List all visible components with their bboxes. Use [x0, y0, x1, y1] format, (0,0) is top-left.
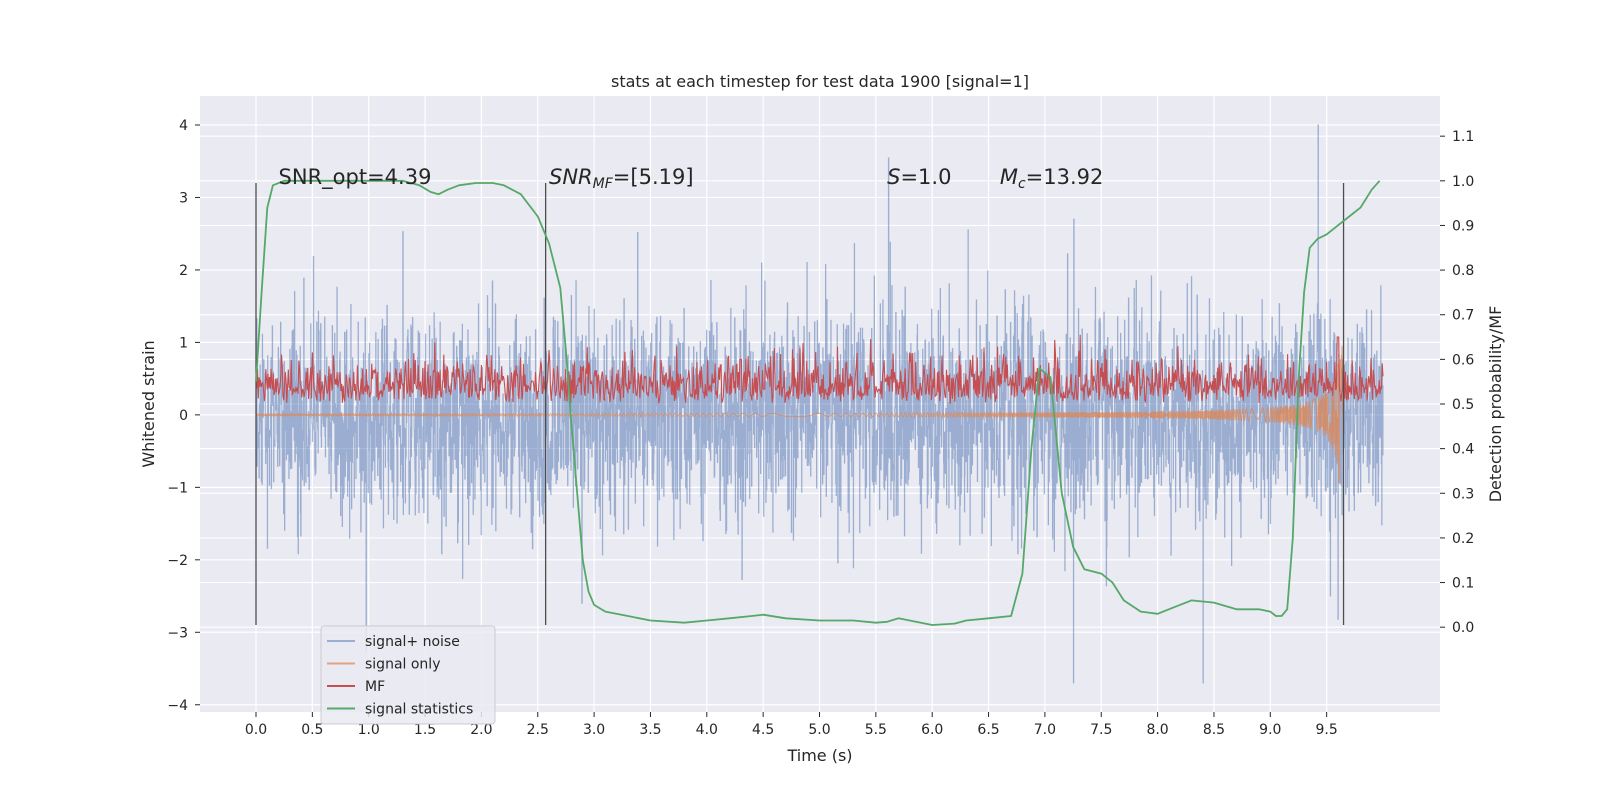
axes: 0.0 0.5 1.0 1.5 2.0 2.5 3.0 3.5 4.0 4.5 5.0 5.5 6.0 6… — [167, 118, 1474, 738]
legend: signal+ noise signal only MF signal statist… — [320, 625, 496, 725]
y-tick-label: −2 — [167, 553, 188, 569]
x-axis-label: Time (s) — [786, 746, 852, 765]
x-tick-label: 0.5 — [301, 722, 323, 738]
x-tick-label: 7.0 — [1034, 722, 1056, 738]
y-tick-label: 1 — [179, 335, 188, 351]
x-tick-label: 4.5 — [752, 722, 774, 738]
y2-tick-label: 0.3 — [1452, 486, 1474, 502]
x-tick-label: 1.0 — [358, 722, 380, 738]
y-axis-label: Whitened strain — [139, 340, 158, 467]
legend-box — [320, 625, 496, 725]
x-tick-label: 5.5 — [865, 722, 887, 738]
x-tick-label: 1.5 — [414, 722, 436, 738]
x-tick-label: 2.5 — [527, 722, 549, 738]
y2-axis-label: Detection probability/MF — [1486, 306, 1505, 503]
x-tick-label: 8.0 — [1146, 722, 1168, 738]
plot-area — [255, 124, 1384, 684]
y-tick-label: 3 — [179, 190, 188, 206]
y2-tick-label: 0.4 — [1452, 442, 1474, 458]
x-tick-label: 9.0 — [1259, 722, 1281, 738]
annotation: Mc=13.92 — [1000, 165, 1104, 192]
y2-tick-label: 0.2 — [1452, 531, 1474, 547]
y2-tick-label: 0.6 — [1452, 352, 1474, 368]
x-tick-label: 8.5 — [1203, 722, 1225, 738]
annotation: S=1.0 — [887, 165, 951, 189]
y-tick-label: 2 — [179, 263, 188, 279]
legend-label: signal statistics — [365, 702, 473, 718]
annotation: SNRMF=[5.19] — [549, 165, 694, 192]
y2-tick-label: 0.8 — [1452, 263, 1474, 279]
x-tick-label: 2.0 — [470, 722, 492, 738]
annotations: SNR_opt=4.39 SNRMF=[5.19] S=1.0 Mc=13.92 — [279, 165, 1104, 192]
y2-tick-label: 0.5 — [1452, 397, 1474, 413]
y2-tick-label: 0.1 — [1452, 576, 1474, 592]
x-tick-label: 4.0 — [696, 722, 718, 738]
x-tick-label: 7.5 — [1090, 722, 1112, 738]
y-tick-label: −3 — [167, 625, 188, 641]
x-tick-label: 3.0 — [583, 722, 605, 738]
y-tick-label: 0 — [179, 408, 188, 424]
y2-tick-label: 1.1 — [1452, 129, 1474, 145]
x-tick-label: 3.5 — [639, 722, 661, 738]
series-mf — [255, 334, 1384, 404]
x-tick-label: 6.5 — [977, 722, 999, 738]
y2-tick-label: 1.0 — [1452, 174, 1474, 190]
x-tick-label: 5.0 — [808, 722, 830, 738]
y2-tick-label: 0.7 — [1452, 308, 1474, 324]
y-tick-label: −1 — [167, 480, 188, 496]
legend-label: signal only — [365, 657, 440, 673]
x-tick-label: 9.5 — [1316, 722, 1338, 738]
series-signal-noise — [255, 124, 1384, 684]
annotation: SNR_opt=4.39 — [279, 165, 432, 190]
legend-label: signal+ noise — [365, 634, 460, 650]
y-tick-label: 4 — [179, 118, 188, 134]
x-tick-label: 6.0 — [921, 722, 943, 738]
y2-tick-label: 0.0 — [1452, 620, 1474, 636]
series-signal-only — [255, 345, 1344, 484]
x-tick-label: 0.0 — [245, 722, 267, 738]
series-signal-statistics — [255, 179, 1381, 626]
y2-tick-label: 0.9 — [1452, 218, 1474, 234]
chart-title: stats at each timestep for test data 190… — [611, 72, 1029, 91]
legend-label: MF — [365, 679, 385, 695]
y-tick-label: −4 — [167, 698, 188, 714]
